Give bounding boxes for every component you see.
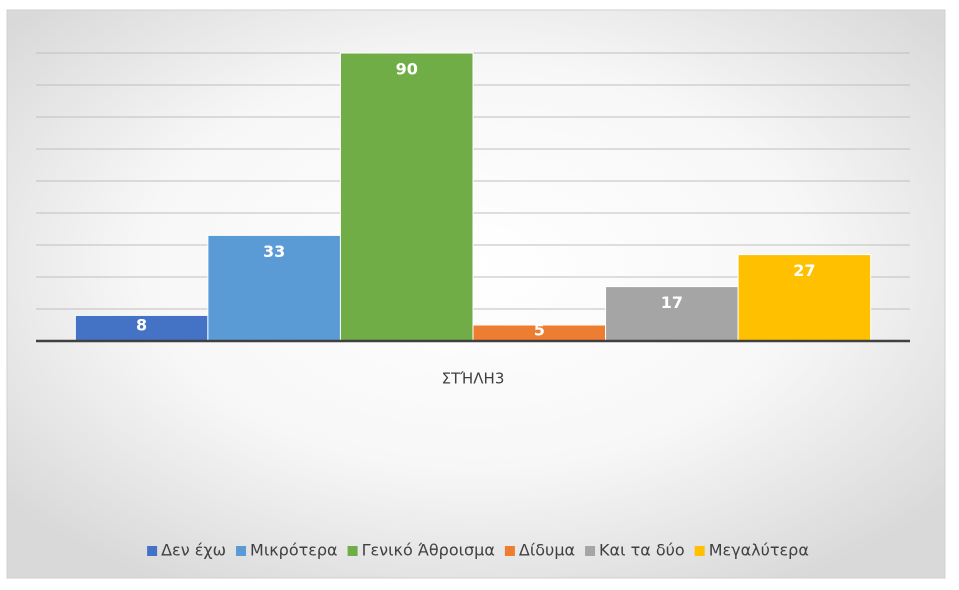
legend-label: Μεγαλύτερα [709, 541, 809, 560]
legend-label: Και τα δύο [599, 541, 685, 560]
bar [737, 254, 872, 342]
bar [74, 314, 209, 342]
legend-label: Δεν έχω [161, 541, 226, 560]
data-label: 33 [263, 242, 285, 261]
legend-swatch [347, 546, 358, 556]
legend-swatch [236, 546, 247, 556]
legend-label: Δίδυμα [519, 541, 575, 560]
legend-swatch [147, 546, 158, 556]
legend-swatch [504, 546, 515, 556]
legend-swatch [694, 546, 705, 556]
data-label: 8 [136, 316, 147, 335]
x-tick-label: ΣΤΉΛΗ3 [442, 370, 505, 388]
data-label: 90 [396, 60, 418, 79]
data-label: 17 [661, 293, 683, 312]
legend-label: Γενικό Άθροισμα [362, 541, 495, 560]
bar [339, 52, 474, 342]
legend-label: Μικρότερα [250, 541, 338, 560]
data-label: 27 [793, 261, 815, 280]
legend-swatch [585, 546, 596, 556]
data-label: 5 [534, 321, 545, 340]
